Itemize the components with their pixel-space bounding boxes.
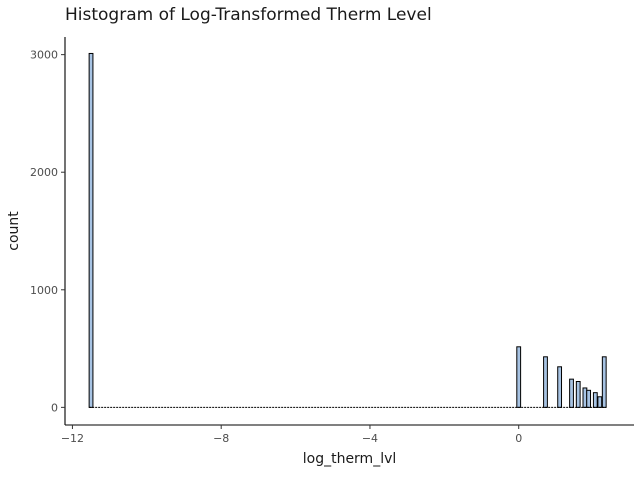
histogram-bar-5 [569,378,574,408]
histogram-bar-3 [543,356,548,408]
x-axis-label: log_therm_lvl [303,451,397,467]
histogram-bar-9 [592,392,598,408]
histogram-bar-1 [88,52,94,408]
y-ticks-group: 0 1000 2000 3000 [30,49,65,414]
y-tick-label: 3000 [30,49,58,62]
x-ticks-group: −12 −8 −4 0 [61,425,522,445]
chart-title: Histogram of Log-Transformed Therm Level [65,5,432,25]
y-tick-label: 0 [51,401,58,414]
x-tick-label: 0 [515,432,522,445]
x-tick-label: −12 [61,432,84,445]
histogram-bar-4 [557,366,563,408]
x-tick-label: −4 [362,432,378,445]
bars-group [88,52,607,408]
y-tick-label: 2000 [30,166,58,179]
histogram-bar-8 [586,389,592,408]
y-tick-label: 1000 [30,284,58,297]
histogram-bar-6 [575,381,581,408]
histogram-bar-2 [516,346,522,408]
histogram-bar-11 [601,356,607,408]
x-tick-label: −8 [213,432,229,445]
y-axis-label: count [6,211,22,251]
histogram-bar-10 [597,396,603,408]
